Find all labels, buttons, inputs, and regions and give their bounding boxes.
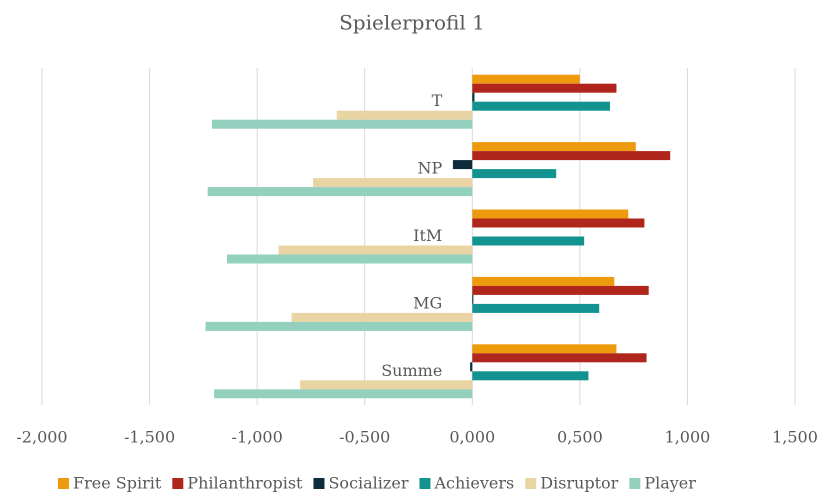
- bar: [472, 353, 647, 363]
- category-label: NP: [418, 159, 443, 178]
- legend-swatch: [525, 478, 537, 489]
- x-tick-label: -0,500: [339, 428, 390, 447]
- bar: [278, 245, 473, 255]
- bar: [227, 254, 473, 264]
- bar: [336, 110, 473, 120]
- bar: [472, 151, 671, 161]
- bar: [300, 380, 473, 390]
- chart-title: Spielerprofil 1: [339, 11, 485, 35]
- legend-swatch: [313, 478, 325, 489]
- x-tick-label: 0,000: [449, 428, 495, 447]
- bar: [472, 371, 589, 381]
- bar: [472, 74, 580, 84]
- bar: [291, 312, 473, 322]
- legend-label: Achievers: [433, 474, 514, 493]
- legend-label: Disruptor: [540, 474, 618, 493]
- bar: [214, 389, 473, 399]
- x-tick-label: -1,000: [232, 428, 283, 447]
- bar: [470, 362, 473, 372]
- legend-swatch: [629, 478, 641, 489]
- bar: [313, 178, 473, 188]
- bar: [472, 285, 649, 295]
- legend-label: Philanthropist: [187, 474, 303, 493]
- bar: [207, 187, 473, 197]
- x-tick-label: 0,500: [557, 428, 603, 447]
- bar: [472, 209, 629, 219]
- bar: [472, 218, 645, 228]
- legend-label: Free Spirit: [73, 474, 162, 493]
- legend-swatch: [58, 478, 69, 489]
- bar: [452, 160, 473, 170]
- bar: [472, 303, 600, 313]
- bar: [472, 294, 474, 304]
- x-tick-label: -1,500: [124, 428, 175, 447]
- legend-label: Player: [644, 474, 696, 493]
- x-tick-label: 1,000: [665, 428, 711, 447]
- legend-swatch: [419, 478, 431, 489]
- legend-swatch: [172, 478, 184, 489]
- x-tick-label: -2,000: [16, 428, 67, 447]
- bar: [472, 83, 617, 93]
- bar: [472, 92, 475, 102]
- bar: [472, 344, 617, 354]
- bar: [472, 101, 610, 111]
- bar: [472, 276, 615, 286]
- category-label: T: [432, 91, 443, 110]
- bar: [472, 236, 585, 246]
- x-tick-label: 1,500: [772, 428, 818, 447]
- category-label: MG: [413, 293, 442, 312]
- legend-label: Socializer: [328, 474, 408, 493]
- bar: [472, 142, 636, 152]
- bar: [211, 119, 473, 129]
- bar: [472, 169, 557, 179]
- category-label: ItM: [413, 226, 442, 245]
- category-label: Summe: [381, 361, 442, 380]
- bar: [205, 321, 473, 331]
